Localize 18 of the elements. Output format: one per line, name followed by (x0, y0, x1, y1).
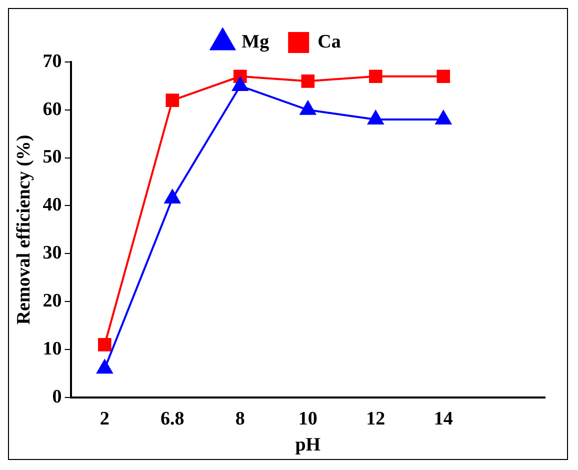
y-tick-label: 10 (42, 338, 62, 360)
x-tick-label: 10 (298, 408, 318, 430)
y-tick-label: 20 (42, 290, 62, 312)
x-tick-label: 14 (434, 408, 454, 430)
legend-label: Mg (242, 31, 270, 52)
x-axis-title: pH (295, 434, 321, 456)
x-tick-label: 12 (366, 408, 386, 430)
x-tick-label: 2 (100, 408, 110, 430)
y-tick-label: 40 (42, 194, 62, 216)
y-tick-label: 0 (52, 386, 62, 408)
x-tick-label: 6.8 (160, 408, 184, 430)
legend-label: Ca (318, 31, 342, 52)
x-tick-label: 8 (235, 408, 245, 430)
y-axis-title: Removal efficiency (%) (13, 134, 34, 325)
y-tick-label: 50 (42, 146, 62, 168)
y-tick-label: 70 (42, 50, 62, 72)
y-tick-label: 30 (42, 242, 62, 264)
y-tick-label: 60 (42, 98, 62, 120)
